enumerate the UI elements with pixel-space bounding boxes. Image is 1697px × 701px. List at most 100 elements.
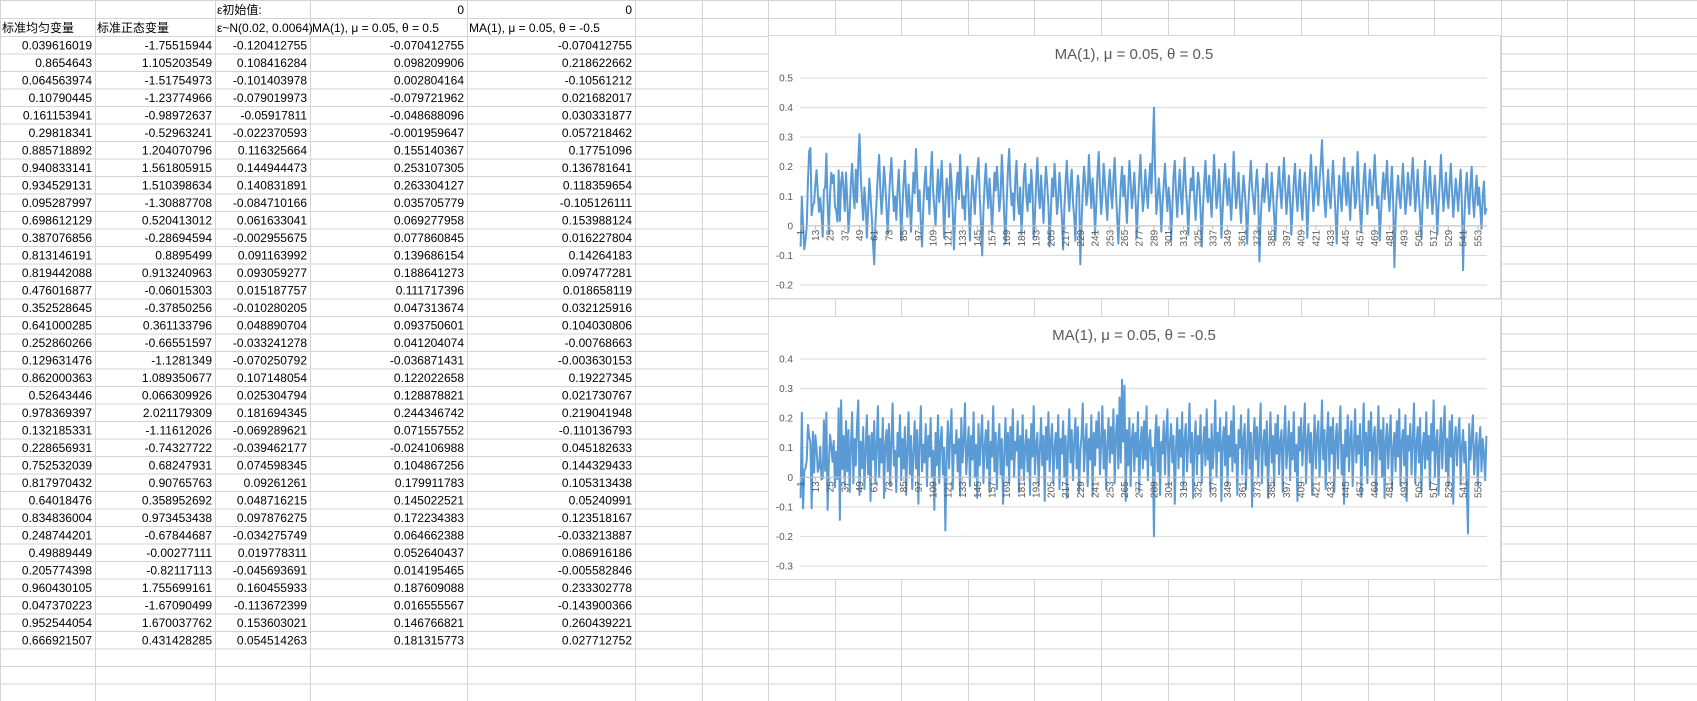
x-tick-label: 541 <box>1459 229 1470 246</box>
cell-value: -0.048688096 <box>390 109 464 123</box>
x-tick-label: 253 <box>1105 229 1116 246</box>
cell-value: 0.358952692 <box>142 494 212 508</box>
cell-value: 0.048890704 <box>237 319 307 333</box>
cell-value: 0.476016877 <box>22 284 92 298</box>
x-tick-label: 457 <box>1356 229 1367 246</box>
x-tick-label: 169 <box>1002 229 1013 246</box>
y-tick-label: 0.1 <box>779 192 793 203</box>
cell-value: 0.64018476 <box>29 494 93 508</box>
x-tick-label: 181 <box>1017 229 1028 246</box>
column-header: MA(1), μ = 0.05, θ = -0.5 <box>469 21 600 35</box>
x-tick-label: 313 <box>1179 481 1190 498</box>
column-header: MA(1), μ = 0.05, θ = 0.5 <box>312 21 439 35</box>
cell-value: -0.105126111 <box>560 196 633 210</box>
cell-value: 0.161153941 <box>23 109 93 123</box>
x-tick-label: 373 <box>1252 481 1263 498</box>
cell-value: 0.155140367 <box>394 144 464 158</box>
cell-value: 0.021730767 <box>562 389 632 403</box>
x-tick-label: 541 <box>1459 481 1470 498</box>
x-tick-label: 49 <box>855 481 866 493</box>
x-tick-label: 97 <box>914 229 925 241</box>
x-tick-label: 493 <box>1400 481 1411 498</box>
cell-value: 0.09261261 <box>244 476 308 490</box>
column-header: 标准正态变量 <box>97 20 169 35</box>
cell-value: 0.132185331 <box>22 424 92 438</box>
cell-value: 0.108416284 <box>237 56 307 70</box>
x-tick-label: 37 <box>840 229 851 241</box>
x-tick-label: 157 <box>987 229 998 246</box>
x-tick-label: 97 <box>914 481 925 493</box>
cell-value: 0.153603021 <box>237 616 307 630</box>
x-tick-label: 553 <box>1473 481 1484 498</box>
x-tick-label: 445 <box>1341 481 1352 498</box>
cell-value: 0.248744201 <box>22 529 92 543</box>
x-tick-label: 457 <box>1356 481 1367 498</box>
cell-value: 0.940833141 <box>22 161 92 175</box>
cell-value: 0.030331877 <box>562 109 632 123</box>
x-tick-label: 169 <box>1002 481 1013 498</box>
cell-value: -0.66551597 <box>145 336 213 350</box>
x-tick-label: 289 <box>1149 481 1160 498</box>
x-tick-label: 1 <box>796 229 807 235</box>
cell-value: 0.862000363 <box>22 371 92 385</box>
x-tick-label: 13 <box>811 229 822 241</box>
x-tick-label: 553 <box>1473 229 1484 246</box>
cell-value: 0.233302778 <box>562 581 632 595</box>
cell-value: -0.034275749 <box>233 529 307 543</box>
cell-value: -0.084710166 <box>233 196 307 210</box>
x-tick-label: 157 <box>987 481 998 498</box>
cell-value: 0.066309926 <box>142 389 212 403</box>
cell-value: 0.145022521 <box>394 494 464 508</box>
cell-value: 0.129631476 <box>22 354 92 368</box>
cell-value: 0.052640437 <box>394 546 464 560</box>
cell-value: 0.025304794 <box>237 389 307 403</box>
x-tick-label: 133 <box>958 481 969 498</box>
cell-value: 0.045182633 <box>562 441 632 455</box>
cell-value: -0.00768663 <box>565 336 633 350</box>
x-tick-label: 85 <box>899 481 910 493</box>
cell-value: 0.8895499 <box>155 249 212 263</box>
cell-value: 0.057218462 <box>562 126 632 140</box>
cell-value: -0.036871431 <box>390 354 464 368</box>
x-tick-label: 85 <box>899 229 910 241</box>
cell-value: -0.10561212 <box>565 74 633 88</box>
cell-value: 0.179911783 <box>395 476 465 490</box>
cell-value: 0.016555567 <box>394 599 464 613</box>
cell-value: -0.143900366 <box>558 599 632 613</box>
y-tick-label: 0.1 <box>779 443 793 454</box>
cell-value: -0.06015303 <box>145 284 213 298</box>
x-tick-label: 301 <box>1164 481 1175 498</box>
cell-value: -0.67844687 <box>145 529 213 543</box>
cell-value: 1.204070796 <box>142 144 212 158</box>
init-value: 0 <box>625 3 632 17</box>
x-tick-label: 469 <box>1370 229 1381 246</box>
x-tick-label: 433 <box>1326 481 1337 498</box>
x-tick-label: 217 <box>1061 229 1072 246</box>
cell-value: -0.070250792 <box>233 354 307 368</box>
cell-value: -0.52963241 <box>145 126 213 140</box>
cell-value: -0.120412755 <box>233 39 307 53</box>
cell-value: 0.913240963 <box>142 266 212 280</box>
cell-value: -0.079019973 <box>233 91 307 105</box>
x-tick-label: 421 <box>1311 229 1322 246</box>
cell-value: 0.091163992 <box>238 249 308 263</box>
cell-value: -0.98972637 <box>145 109 213 123</box>
y-tick-label: -0.1 <box>776 251 794 262</box>
x-tick-label: 385 <box>1267 481 1278 498</box>
cell-value: -0.005582846 <box>558 564 632 578</box>
cell-value: 0.002804164 <box>394 74 464 88</box>
x-tick-label: 517 <box>1429 481 1440 498</box>
column-header: 标准均匀变量 <box>2 20 74 35</box>
cell-value: -0.002955675 <box>233 231 307 245</box>
x-tick-label: 337 <box>1208 229 1219 246</box>
x-tick-label: 61 <box>870 229 881 241</box>
cell-value: 0.015187757 <box>237 284 307 298</box>
cell-value: 0.111717396 <box>396 284 465 298</box>
cell-value: 0.086916186 <box>562 546 632 560</box>
x-tick-label: 517 <box>1429 229 1440 246</box>
cell-value: 0.071557552 <box>394 424 464 438</box>
cell-value: 0.90765763 <box>149 476 213 490</box>
x-tick-label: 481 <box>1385 229 1396 246</box>
x-tick-label: 301 <box>1164 229 1175 246</box>
